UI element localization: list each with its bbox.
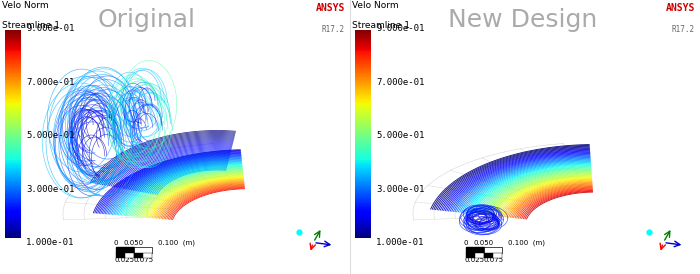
Text: ANSYS: ANSYS [666,3,694,13]
Text: 0.075: 0.075 [483,258,503,264]
Bar [125,253,134,258]
Text: 9.000e-01: 9.000e-01 [27,24,75,33]
Text: R17.2: R17.2 [671,25,694,34]
Bar [466,253,475,258]
Bar [493,253,503,258]
Text: 5.000e-01: 5.000e-01 [377,131,425,140]
Text: 5.000e-01: 5.000e-01 [27,131,75,140]
Text: Original: Original [98,8,196,32]
Text: Streamline 1: Streamline 1 [1,21,60,30]
Text: Velo Norm: Velo Norm [351,1,398,10]
Text: 0.050: 0.050 [474,240,494,246]
Bar [484,253,493,258]
Text: R17.2: R17.2 [321,25,344,34]
Bar [134,253,143,258]
Bar [116,247,134,253]
Text: Velo Norm: Velo Norm [1,1,48,10]
Text: 0: 0 [463,240,468,246]
Text: New Design: New Design [448,8,597,32]
Text: 7.000e-01: 7.000e-01 [377,78,425,87]
Text: 1.000e-01: 1.000e-01 [377,238,425,247]
Text: 0.100  (m): 0.100 (m) [508,240,545,246]
Text: 0.025: 0.025 [465,258,484,264]
Bar [466,247,484,253]
Bar [143,253,153,258]
Text: 7.000e-01: 7.000e-01 [27,78,75,87]
Text: 0.050: 0.050 [124,240,144,246]
Bar [116,253,125,258]
Text: 0.075: 0.075 [133,258,153,264]
Text: 0.025: 0.025 [115,258,134,264]
Text: ANSYS: ANSYS [316,3,344,13]
Text: 3.000e-01: 3.000e-01 [27,185,75,193]
Bar [475,253,484,258]
Text: Streamline 1: Streamline 1 [351,21,409,30]
Text: 0: 0 [113,240,118,246]
Text: 3.000e-01: 3.000e-01 [377,185,425,193]
Text: 9.000e-01: 9.000e-01 [377,24,425,33]
Bar [484,247,503,253]
Bar [134,247,153,253]
Text: 1.000e-01: 1.000e-01 [27,238,75,247]
Text: 0.100  (m): 0.100 (m) [158,240,195,246]
